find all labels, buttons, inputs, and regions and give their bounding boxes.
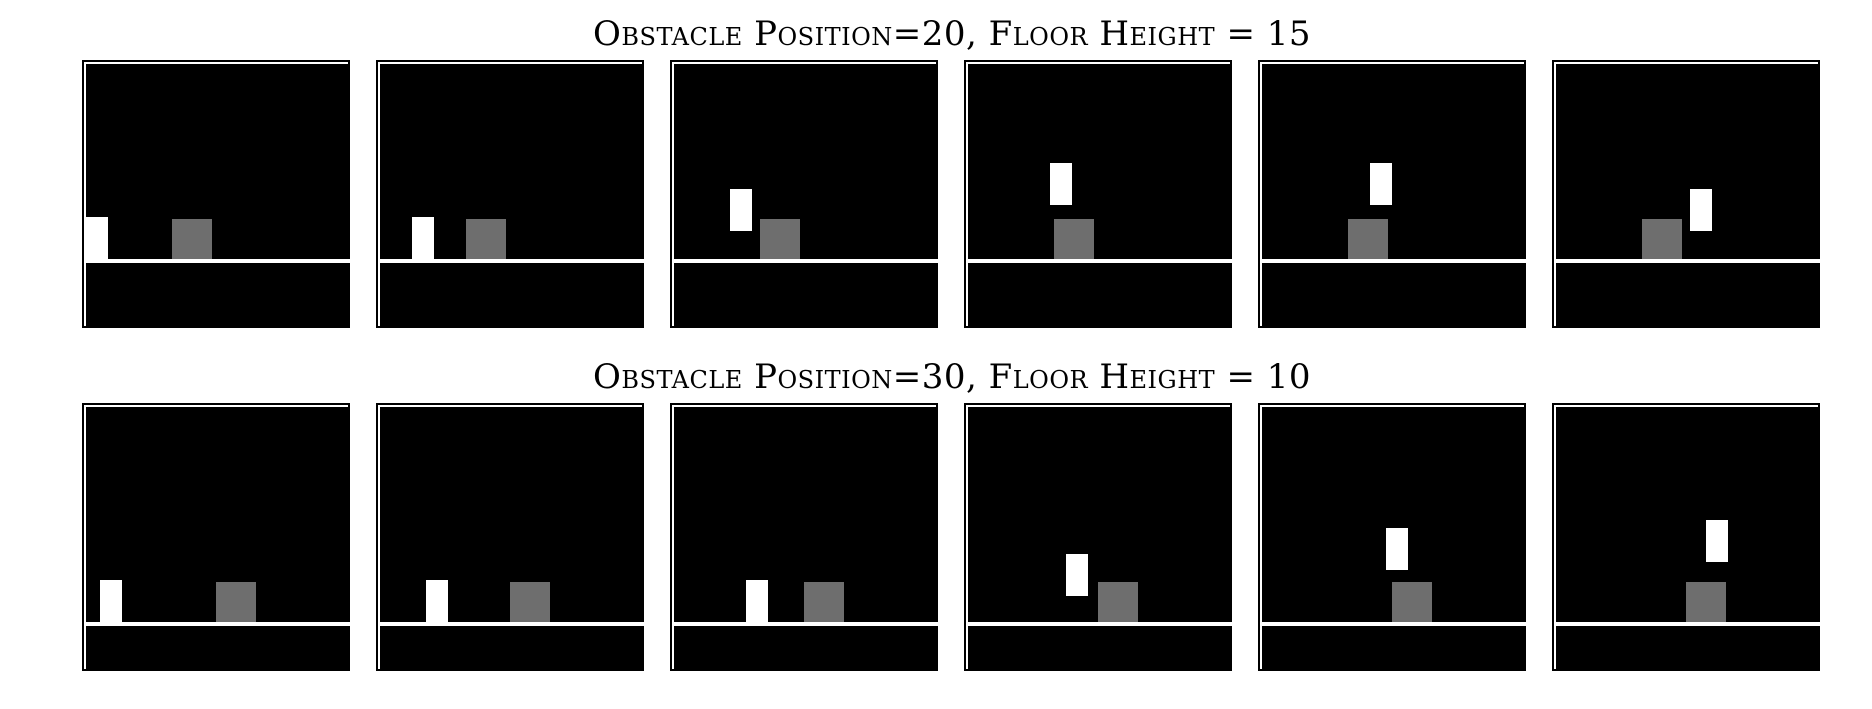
agent-block: [1386, 528, 1408, 570]
floor-line: [1556, 259, 1820, 263]
obstacle-block: [466, 219, 506, 259]
scene-background: [1556, 64, 1820, 328]
frame: [1552, 403, 1820, 671]
scene: [674, 407, 938, 671]
obstacle-block: [1098, 582, 1138, 622]
frame: [964, 60, 1232, 328]
floor-line: [674, 622, 938, 626]
scene-background: [968, 407, 1232, 671]
scene: [1556, 64, 1820, 328]
scene: [1262, 407, 1526, 671]
agent-block: [1370, 163, 1392, 205]
scene-background: [674, 407, 938, 671]
agent-block: [100, 580, 122, 622]
scene-background: [86, 64, 350, 328]
frame: [670, 60, 938, 328]
obstacle-block: [216, 582, 256, 622]
row-title: Obstacle Position=30, Floor Height = 10: [593, 357, 1311, 397]
obstacle-block: [1642, 219, 1682, 259]
scene: [1556, 407, 1820, 671]
floor-line: [674, 259, 938, 263]
obstacle-block: [1348, 219, 1388, 259]
scene: [674, 64, 938, 328]
scene-background: [380, 407, 644, 671]
obstacle-block: [1686, 582, 1726, 622]
scene-background: [380, 64, 644, 328]
floor-line: [86, 622, 350, 626]
floor-line: [1262, 622, 1526, 626]
scene: [1262, 64, 1526, 328]
scene: [968, 64, 1232, 328]
frame: [376, 403, 644, 671]
frame: [1552, 60, 1820, 328]
floor-line: [968, 259, 1232, 263]
obstacle-block: [1054, 219, 1094, 259]
agent-block: [746, 580, 768, 622]
floor-line: [1262, 259, 1526, 263]
scene-background: [674, 64, 938, 328]
frame: [1258, 60, 1526, 328]
scene: [86, 407, 350, 671]
frame: [964, 403, 1232, 671]
obstacle-block: [172, 219, 212, 259]
floor-line: [380, 622, 644, 626]
obstacle-block: [510, 582, 550, 622]
scene: [968, 407, 1232, 671]
frame-strip: [0, 60, 1872, 330]
agent-block: [1066, 554, 1088, 596]
scene-background: [1556, 407, 1820, 671]
frame: [670, 403, 938, 671]
obstacle-block: [760, 219, 800, 259]
agent-block: [426, 580, 448, 622]
agent-block: [86, 217, 108, 259]
scene-background: [968, 64, 1232, 328]
scene-background: [1262, 64, 1526, 328]
floor-line: [1556, 622, 1820, 626]
frame: [82, 403, 350, 671]
scene: [380, 407, 644, 671]
scene: [86, 64, 350, 328]
floor-line: [86, 259, 350, 263]
agent-block: [1690, 189, 1712, 231]
agent-block: [1050, 163, 1072, 205]
agent-block: [412, 217, 434, 259]
floor-line: [380, 259, 644, 263]
frame: [376, 60, 644, 328]
obstacle-block: [804, 582, 844, 622]
floor-line: [968, 622, 1232, 626]
agent-block: [1706, 520, 1728, 562]
scene-background: [86, 407, 350, 671]
scene: [380, 64, 644, 328]
frame: [1258, 403, 1526, 671]
frame: [82, 60, 350, 328]
frame-strip: [0, 403, 1872, 673]
agent-block: [730, 189, 752, 231]
obstacle-block: [1392, 582, 1432, 622]
row-title: Obstacle Position=20, Floor Height = 15: [593, 14, 1311, 54]
